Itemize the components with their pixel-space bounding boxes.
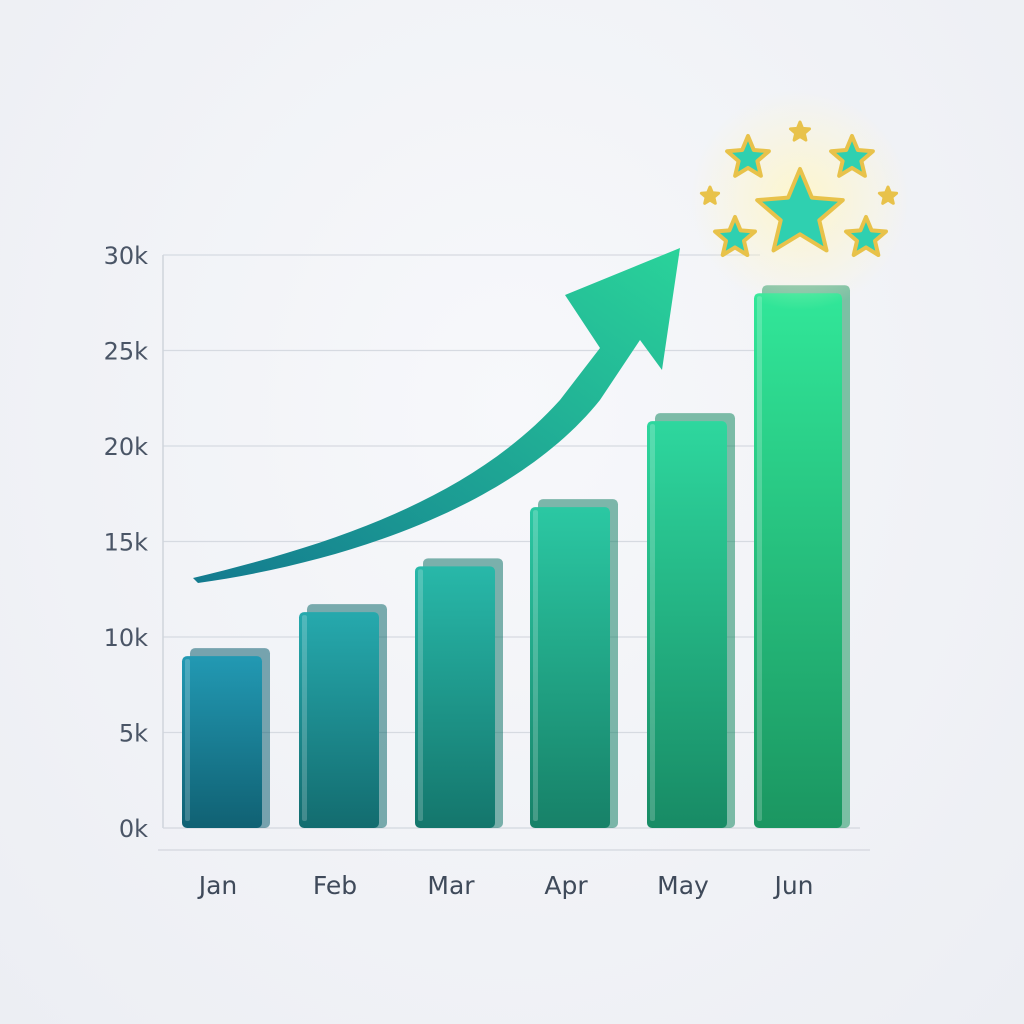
- y-tick-label: 5k: [119, 720, 148, 748]
- bar-highlight: [302, 615, 307, 821]
- y-tick-label: 0k: [119, 815, 148, 843]
- bar-highlight: [418, 569, 423, 821]
- star-icon: [844, 215, 888, 257]
- star-icon: [877, 185, 899, 205]
- star-icon: [755, 167, 845, 253]
- bar-jan: [182, 656, 262, 828]
- x-tick-label: Jun: [772, 871, 813, 900]
- x-tick-label: Feb: [313, 871, 357, 900]
- bar-mar: [415, 566, 495, 828]
- x-tick-label: Jan: [197, 871, 238, 900]
- bar-feb: [299, 612, 379, 828]
- bar-jun: [754, 293, 842, 828]
- x-tick-label: May: [657, 871, 709, 900]
- star-icon: [725, 134, 771, 178]
- bar-apr: [530, 507, 610, 828]
- y-tick-label: 30k: [104, 242, 149, 270]
- y-tick-label: 10k: [104, 624, 149, 652]
- star-icon: [699, 185, 721, 205]
- upward-trend-arrow: [193, 248, 680, 583]
- star-icon: [713, 215, 757, 257]
- x-tick-label: Mar: [427, 871, 475, 900]
- bar-highlight: [757, 296, 762, 821]
- y-tick-label: 15k: [104, 529, 149, 557]
- y-tick-label: 25k: [104, 338, 149, 366]
- x-tick-label: Apr: [544, 871, 588, 900]
- star-icon: [789, 120, 811, 142]
- floor-grid: [158, 827, 870, 851]
- stars-icon: [690, 90, 910, 310]
- bar-highlight: [533, 510, 538, 821]
- bar-highlight: [650, 424, 655, 821]
- bar-highlight: [185, 659, 190, 821]
- bar-may: [647, 421, 727, 828]
- y-tick-label: 20k: [104, 433, 149, 461]
- star-icon: [829, 134, 875, 178]
